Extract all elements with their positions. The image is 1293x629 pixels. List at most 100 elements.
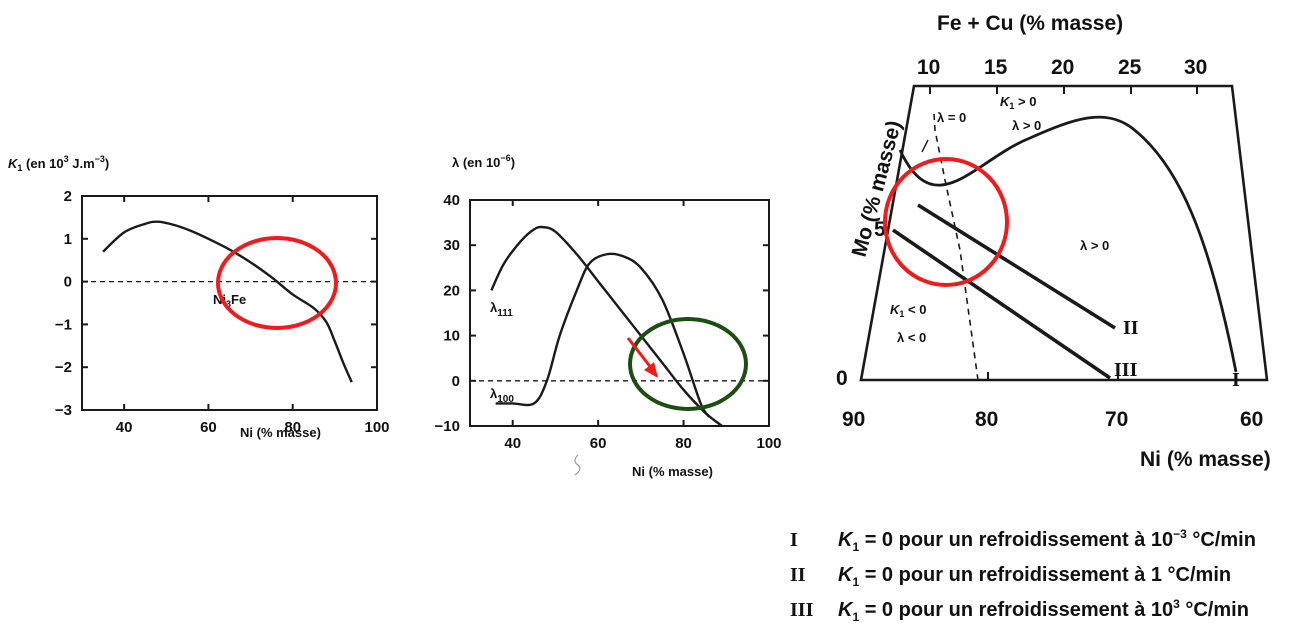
legend-unit: °C/min bbox=[1180, 599, 1249, 621]
region-lambda-positive-top: λ > 0 bbox=[1012, 118, 1041, 133]
k1-ylabel-k: K bbox=[8, 156, 19, 171]
squiggle-mark bbox=[574, 454, 581, 476]
k1-ytick-label: 1 bbox=[64, 231, 72, 248]
curve-pointer bbox=[921, 139, 929, 153]
cooling-legend: I K1 = 0 pour un refroidissement à 10−3 °… bbox=[790, 527, 1256, 624]
legend-rest: = 0 pour un refroidissement à 10 bbox=[859, 529, 1173, 551]
lambda111-sub: 111 bbox=[497, 308, 513, 319]
lambda-ytick-label: −10 bbox=[435, 418, 460, 435]
lambda-plot-frame bbox=[469, 199, 770, 427]
legend-text: K1 = 0 pour un refroidissement à 10−3 °C… bbox=[838, 527, 1256, 554]
k1-zero-line-III bbox=[891, 228, 1112, 380]
legend-rest: = 0 pour un refroidissement à 10 bbox=[859, 599, 1173, 621]
legend-k-sub: 1 bbox=[852, 575, 859, 589]
legend-text: K1 = 0 pour un refroidissement à 1 °C/mi… bbox=[838, 564, 1231, 589]
lambda100-curve bbox=[495, 252, 711, 418]
legend-rest: = 0 pour un refroidissement à 1 °C/min bbox=[859, 564, 1231, 586]
region-kn-rest: < 0 bbox=[904, 302, 926, 317]
lambda111-label: λ111 bbox=[490, 300, 513, 319]
lambda-ylabel-sup: −6 bbox=[500, 153, 510, 163]
lambda-y-ticks: 40 30 20 100 −10 bbox=[435, 192, 769, 435]
lambda-xtick-label: 100 bbox=[756, 435, 781, 452]
k1-ytick-label: −2 bbox=[55, 359, 72, 376]
top-tick-marks bbox=[929, 86, 1198, 94]
region-k-sub: 1 bbox=[1009, 101, 1014, 111]
k1-chart: K1 (en 103 J.m−3) 210−1−2−3 40 60 80 100 Ni… bbox=[8, 154, 390, 440]
k1-xtick-label: 60 bbox=[200, 419, 217, 436]
region-k1-negative: K1 < 0 bbox=[890, 302, 926, 319]
mo-tick-5: 5 bbox=[874, 218, 886, 241]
k1-x-ticks: 40 60 80 100 bbox=[116, 196, 390, 436]
k1-curve bbox=[102, 220, 353, 383]
region-k1-positive: K1 > 0 bbox=[1000, 94, 1036, 111]
ni-tick-60: 60 bbox=[1240, 408, 1263, 431]
curve-mark-I: I bbox=[1232, 369, 1240, 391]
ni-tick-70: 70 bbox=[1105, 408, 1128, 431]
lambda-ytick-label: 40 bbox=[443, 192, 460, 209]
legend-mark: II bbox=[790, 564, 806, 586]
ni3fe-fe: Fe bbox=[231, 292, 246, 307]
lambda-x-ticks: 40 60 80 100 bbox=[504, 200, 782, 452]
diagram-frame bbox=[859, 84, 1269, 382]
region-k: K bbox=[1000, 94, 1011, 109]
top-tick-10: 10 bbox=[917, 56, 940, 79]
k1-ylabel-sup2: −3 bbox=[95, 154, 105, 164]
k1-plot-frame bbox=[81, 195, 378, 411]
lambda-xlabel: Ni (% masse) bbox=[632, 464, 713, 479]
region-k-rest: > 0 bbox=[1014, 94, 1036, 109]
ni-axis-label: Ni (% masse) bbox=[1140, 448, 1271, 471]
legend-k: K bbox=[838, 564, 854, 586]
legend-unit: °C/min bbox=[1187, 529, 1256, 551]
lambda100-label: λ100 bbox=[490, 386, 514, 405]
lambda-ylabel: λ (en 10−6) bbox=[452, 153, 515, 170]
legend-text: K1 = 0 pour un refroidissement à 103 °C/… bbox=[838, 597, 1249, 624]
top-tick-15: 15 bbox=[984, 56, 1008, 79]
red-arrow-head bbox=[644, 362, 658, 378]
lambda100-sub: 100 bbox=[497, 394, 514, 405]
red-arrow-shaft bbox=[626, 337, 654, 370]
k1-highlight-circle bbox=[216, 236, 338, 330]
lambda-xtick-label: 40 bbox=[504, 435, 521, 452]
region-kn-sub: 1 bbox=[899, 309, 904, 319]
k1-ylabel-sup: 3 bbox=[64, 154, 69, 164]
k1-xtick-label: 100 bbox=[364, 419, 389, 436]
lambda-xtick-label: 60 bbox=[590, 435, 607, 452]
top-axis-label: Fe + Cu (% masse) bbox=[937, 12, 1123, 35]
ni-tick-90: 90 bbox=[842, 408, 865, 431]
k1-y-ticks: 2 1 0 −1 −2 −3 bbox=[55, 188, 377, 419]
bottom-tick-marks bbox=[987, 372, 1119, 380]
mo-tick-0: 0 bbox=[836, 367, 848, 390]
legend-k: K bbox=[838, 599, 854, 621]
mo-ni-diagram: Fe + Cu (% masse) 10 15 20 25 30 Mo (% m… bbox=[836, 12, 1271, 471]
lambda-ytick-label: 30 bbox=[443, 237, 460, 254]
legend-k-sub: 1 bbox=[852, 610, 859, 624]
region-kn: K bbox=[890, 302, 901, 317]
k1-ytick-label: −3 bbox=[55, 402, 72, 419]
k1-ylabel-main: K1 (en 103 J.m−3) bbox=[8, 154, 109, 173]
legend-sup: 3 bbox=[1173, 597, 1180, 611]
k1-ylabel-end: ) bbox=[105, 156, 109, 171]
lambda-zero-boundary bbox=[933, 113, 979, 381]
k1-ylabel-text: (en 10 bbox=[22, 156, 63, 171]
k1-ytick-label: 2 bbox=[64, 188, 72, 205]
legend-mark: I bbox=[790, 529, 798, 551]
lambda-ytick-label: 20 bbox=[443, 282, 460, 299]
legend-k-sub: 1 bbox=[852, 540, 859, 554]
curve-mark-II: II bbox=[1123, 317, 1139, 339]
ni3fe-sub: 3 bbox=[226, 299, 231, 309]
legend-k: K bbox=[838, 529, 854, 551]
legend-sup: −3 bbox=[1173, 527, 1187, 541]
top-tick-30: 30 bbox=[1184, 56, 1207, 79]
k1-ylabel-sub: 1 bbox=[17, 163, 22, 173]
region-lambda-negative: λ < 0 bbox=[897, 330, 926, 345]
k1-xtick-label: 80 bbox=[284, 419, 301, 436]
top-tick-20: 20 bbox=[1051, 56, 1074, 79]
lambda-xtick-label: 80 bbox=[675, 435, 692, 452]
k1-ylabel-unit: J.m bbox=[69, 156, 95, 171]
lambda-ytick-label: 0 bbox=[452, 373, 460, 390]
legend-mark: III bbox=[790, 599, 814, 621]
lambda-ylabel-end: ) bbox=[511, 155, 515, 170]
curve-mark-III: III bbox=[1114, 359, 1138, 381]
